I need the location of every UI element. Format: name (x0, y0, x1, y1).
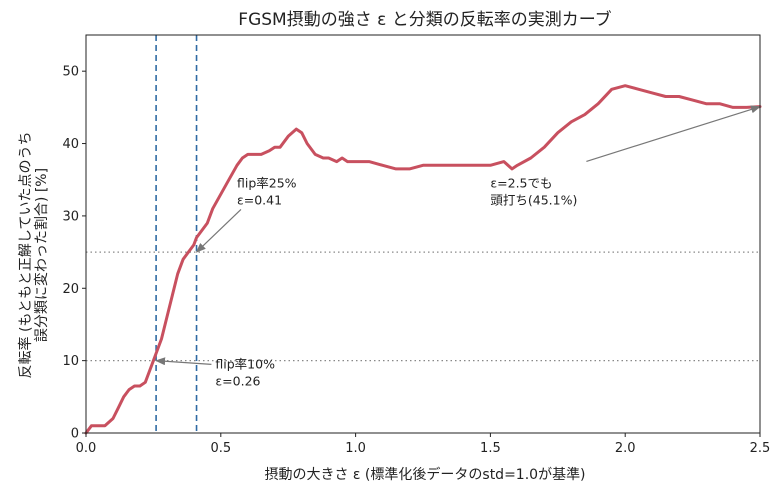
x-tick-label-1: 0.5 (210, 441, 231, 456)
y-axis-label-line2: 誤分類に変わった割合) [%] (33, 168, 50, 342)
annotation-arrow-1 (195, 209, 242, 253)
x-tick-label-0: 0.0 (76, 441, 97, 456)
series-line-0 (84, 84, 762, 435)
reference-lines (86, 35, 760, 433)
annotation-arrow-0 (155, 357, 212, 366)
x-tick-label-3: 1.5 (480, 441, 501, 456)
annotation-text-0: flip率10% ε=0.26 (215, 356, 275, 388)
x-axis-label: 摂動の大きさ ε (標準化後データのstd=1.0が基準) (264, 466, 585, 483)
annotation-arrow-2 (586, 105, 761, 163)
annotation-line2-0: ε=0.26 (215, 373, 260, 388)
annotation-line1-1: flip率25% (237, 175, 297, 190)
x-tick-label-5: 2.5 (750, 441, 771, 456)
y-tick-label-5: 50 (62, 65, 79, 80)
series-layer (84, 84, 762, 435)
y-tick-label-3: 30 (62, 209, 79, 224)
annotation-layer: flip率10% ε=0.26 flip率25% ε=0.41 ε=2.5でも頭打ち(4… (155, 105, 761, 388)
y-tick-label-4: 40 (62, 137, 79, 152)
x-tick-label-4: 2.0 (615, 441, 636, 456)
axis-ticks: 0.0 0.5 1.0 1.5 2.0 2.5 0 10 20 30 40 50 (62, 65, 770, 456)
annotation-line1-2: ε=2.5でも (490, 175, 552, 190)
annotation-text-2: ε=2.5でも頭打ち(45.1%) (490, 175, 577, 207)
annotation-line2-2: 頭打ち(45.1%) (490, 192, 577, 207)
y-tick-label-2: 20 (62, 282, 79, 297)
plot-frame (85, 34, 761, 434)
annotation-text-1: flip率25% ε=0.41 (237, 175, 297, 207)
annotation-line2-1: ε=0.41 (237, 192, 282, 207)
y-axis-label-line1: 反転率 (もともと正解していた点のうち (17, 132, 34, 379)
chart-title: FGSM摂動の強さ ε と分類の反転率の実測カーブ (238, 9, 611, 30)
annotation-line1-0: flip率10% (215, 356, 275, 371)
x-tick-label-2: 1.0 (345, 441, 366, 456)
y-tick-label-0: 0 (71, 427, 79, 442)
y-axis-label-group: 反転率 (もともと正解していた点のうち 誤分類に変わった割合) [%] (17, 132, 50, 379)
y-tick-label-1: 10 (62, 354, 79, 369)
